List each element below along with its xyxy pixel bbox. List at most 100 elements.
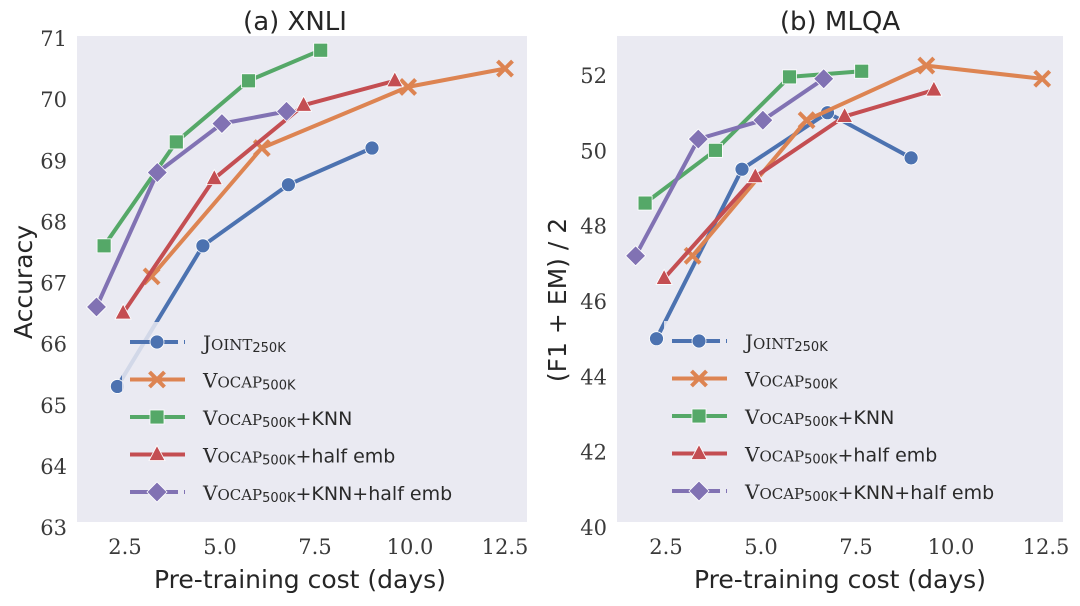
data-point-vocap500k-knn-half-emb [275,100,298,122]
x-axis-label-mlqa: Pre-training cost (days) [694,565,986,594]
series-line-vocap500k-knn-half-emb [94,109,287,308]
legend-xnli: JOINT250K VOCAP500K VOCAP500K+KNN VOCAP500K… [122,322,517,507]
series-lines-mlqa [625,56,1052,347]
legend-label: VOCAP500K+KNN [202,406,352,431]
legend-label: JOINT250K [743,330,828,355]
x-tick-label: 7.5 [298,535,331,559]
series-line-vocap500k-half-emb [121,78,396,315]
x-ticks-xnli: 2.5 5.0 7.5 10.0 12.5 [108,535,528,559]
y-tick-label: 67 [40,272,67,296]
x-axis-label-xnli: Pre-training cost (days) [154,565,446,594]
legend-item-vocap500k-half-emb: VOCAP500K+half emb [672,443,937,468]
legend-item-vocap500k-half-emb: VOCAP500K+half emb [130,444,395,469]
legend-marker-circle-icon [149,334,165,350]
y-ticks-xnli: 63 64 65 66 67 68 69 70 71 [40,27,67,540]
data-point-joint250k [195,238,211,254]
series-line-vocap500k-half-emb [662,88,935,280]
data-point-vocap500k-half-emb [925,80,943,97]
legend-label: VOCAP500K+KNN+half emb [202,481,452,506]
panel-xnli: (a) XNLI Pre-training cost (days) Accura… [9,7,528,594]
y-axis-label-mlqa: (F1 + EM) / 2 [543,218,572,382]
series-joint250k [110,140,380,394]
legend-label: JOINT250K [201,331,286,356]
series-line-joint250k [654,110,913,340]
legend-label: VOCAP500K [202,369,296,394]
y-tick-label: 63 [40,516,67,540]
legend-marker-circle-icon [691,333,707,349]
y-tick-label: 66 [40,333,67,357]
data-point-vocap500k-knn [313,42,329,58]
series-line-vocap500k-knn [102,48,322,247]
data-point-vocap500k-knn-half-emb [813,68,835,90]
legend-item-vocap500k: VOCAP500K [130,369,296,394]
legend-marker-square-icon [149,409,165,425]
chart-title-xnli: (a) XNLI [243,7,347,37]
chart-title-mlqa: (b) MLQA [780,7,900,37]
x-tick-label: 2.5 [649,535,682,559]
data-point-vocap500k-knn-half-emb [752,109,774,131]
y-tick-label: 42 [580,441,607,465]
legend-item-vocap500k-knn: VOCAP500K+KNN [672,405,894,430]
x-tick-label: 10.0 [387,535,434,559]
y-tick-label: 40 [580,516,607,540]
y-tick-label: 70 [40,88,67,112]
x-tick-label: 2.5 [108,535,141,559]
legend-marker-triangle-icon [690,443,708,460]
data-point-joint250k [280,177,296,193]
legend-background [122,322,517,507]
data-point-vocap500k-half-emb [205,168,223,185]
data-point-vocap500k [399,77,418,96]
series-vocap500k-half-emb [655,80,943,285]
y-tick-label: 65 [40,394,67,418]
data-point-vocap500k-knn [637,195,653,211]
data-point-vocap500k-knn-half-emb [85,296,108,318]
series-line-vocap500k [150,66,506,278]
y-tick-label: 69 [40,149,67,173]
legend-marker-triangle-icon [148,444,166,461]
data-point-vocap500k [496,59,514,78]
legend-item-vocap500k-knn: VOCAP500K+KNN [130,406,352,431]
legend-label: VOCAP500K+half emb [202,444,395,469]
series-vocap500k-half-emb [114,70,404,320]
data-point-joint250k [734,161,750,177]
data-point-vocap500k [1033,69,1052,88]
x-tick-label: 7.5 [839,535,872,559]
data-point-vocap500k-half-emb [655,268,673,285]
x-tick-label: 10.0 [928,535,975,559]
data-point-vocap500k-half-emb [835,106,854,123]
series-vocap500k [683,56,1052,265]
x-ticks-mlqa: 2.5 5.0 7.5 10.0 12.5 [649,535,1069,559]
data-point-vocap500k-knn [241,73,256,89]
series-line-joint250k [115,146,373,388]
x-tick-label: 5.0 [203,535,236,559]
legend-item-joint250k: JOINT250K [130,331,286,356]
x-tick-label: 12.5 [482,535,529,559]
series-lines-xnli [85,42,514,394]
legend-item-joint250k: JOINT250K [672,330,828,355]
y-tick-label: 68 [40,210,67,234]
legend-background [664,321,1059,506]
data-point-vocap500k-knn-half-emb [146,161,168,184]
series-vocap500k-knn-half-emb [625,68,835,267]
y-ticks-mlqa: 40 42 44 46 48 50 52 [580,64,607,540]
y-tick-label: 46 [580,290,607,314]
y-tick-label: 44 [580,365,607,389]
series-vocap500k-knn-half-emb [85,100,298,318]
data-point-vocap500k-knn [168,134,184,150]
legend-marker-diamond-icon [146,481,168,503]
legend-label: VOCAP500K+half emb [744,443,937,468]
data-point-vocap500k-knn-half-emb [625,245,647,267]
legend-marker-diamond-icon [688,480,710,502]
legend-marker-x-icon [148,370,166,389]
series-line-vocap500k-knn-half-emb [633,77,825,257]
data-point-joint250k [649,331,664,347]
data-point-joint250k [903,150,919,166]
x-tick-label: 5.0 [744,535,777,559]
panel-mlqa: (b) MLQA Pre-training cost (days) (F1 + … [543,7,1069,594]
legend-item-vocap500k-knn-half-emb: VOCAP500K+KNN+half emb [672,480,994,505]
data-point-vocap500k-half-emb [114,303,132,320]
data-point-vocap500k-half-emb [386,70,404,88]
legend-item-vocap500k-knn-half-emb: VOCAP500K+KNN+half emb [130,481,452,506]
data-point-vocap500k-knn-half-emb [211,113,233,135]
